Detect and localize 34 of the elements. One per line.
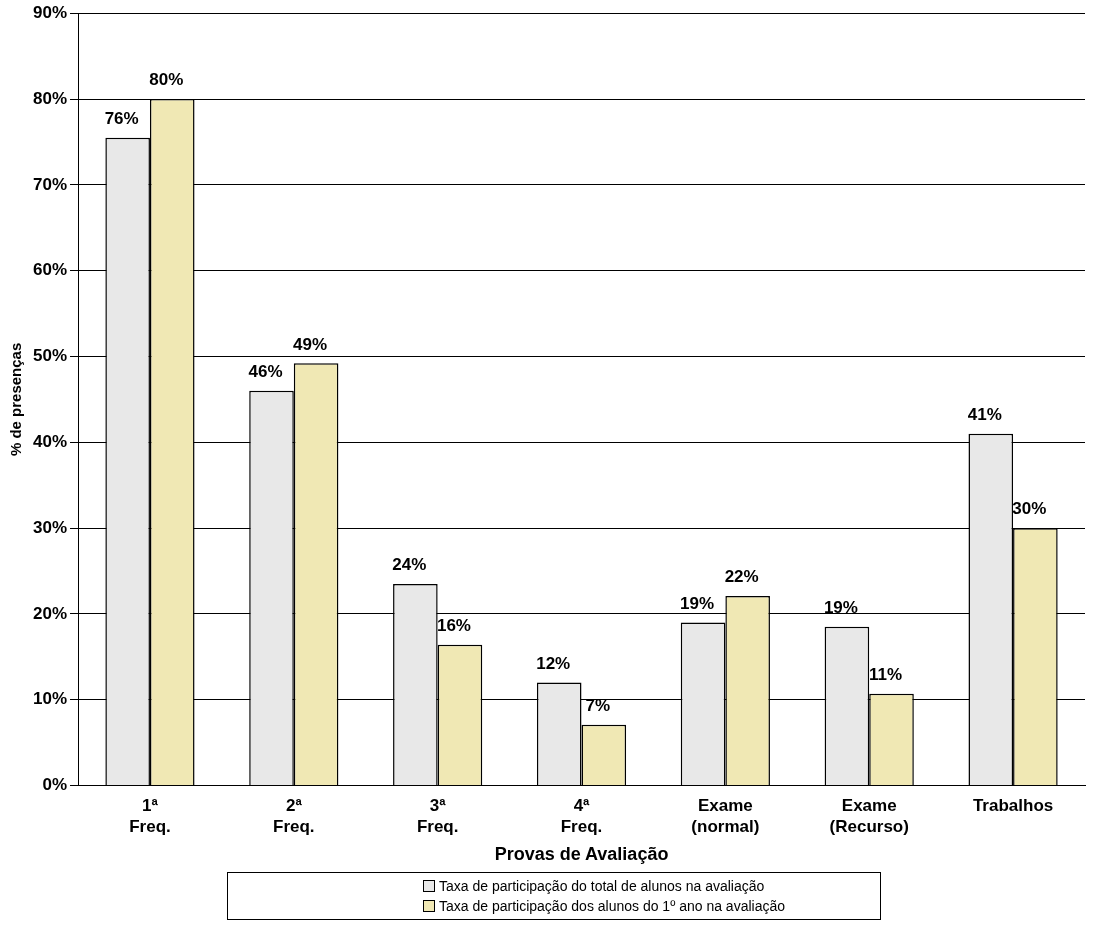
y-tick-label: 40% bbox=[32, 432, 68, 451]
y-tick-label: 20% bbox=[32, 603, 68, 623]
data-label: 76% bbox=[104, 108, 139, 128]
y-tick-label: 30% bbox=[32, 517, 68, 537]
data-label: 16% bbox=[436, 616, 471, 636]
data-label: 19% bbox=[823, 598, 858, 618]
y-tick-label: 50% bbox=[32, 346, 68, 366]
x-tick-label: 1ª Freq. bbox=[129, 796, 171, 836]
data-label: 24% bbox=[392, 555, 427, 575]
y-tick-label: 60% bbox=[32, 260, 68, 280]
y-tick-label: 80% bbox=[32, 88, 68, 108]
data-label: 80% bbox=[149, 70, 184, 90]
data-label: 19% bbox=[680, 593, 715, 613]
x-tick-label: 3ª Freq. bbox=[416, 796, 459, 836]
x-axis-title: Provas de Avaliação bbox=[494, 844, 669, 865]
y-axis-title: % de presenças bbox=[7, 342, 25, 457]
x-tick-label: Exame (Recurso) bbox=[829, 796, 909, 836]
data-label: 30% bbox=[1012, 499, 1047, 519]
data-label: 49% bbox=[293, 334, 328, 354]
y-tick-label: 70% bbox=[32, 174, 68, 194]
x-tick-label: Trabalhos bbox=[972, 796, 1054, 816]
legend-label: Taxa de participação do total de alunos na avaliação bbox=[438, 877, 766, 896]
data-label: 41% bbox=[967, 404, 1002, 424]
data-label: 22% bbox=[724, 567, 759, 587]
y-tick-label: 10% bbox=[32, 689, 68, 709]
x-tick-label: 2ª Freq. bbox=[273, 796, 315, 836]
data-label: 12% bbox=[536, 653, 571, 673]
x-tick-label: 4ª Freq. bbox=[560, 796, 603, 836]
x-tick-label: Exame (normal) bbox=[691, 796, 760, 836]
data-label: 11% bbox=[868, 664, 903, 684]
y-tick-label: 0% bbox=[42, 775, 68, 795]
y-tick-label: 90% bbox=[32, 2, 68, 22]
data-label: 46% bbox=[248, 362, 283, 382]
legend-label: Taxa de participação dos alunos do 1º ano na avaliação bbox=[438, 897, 787, 916]
